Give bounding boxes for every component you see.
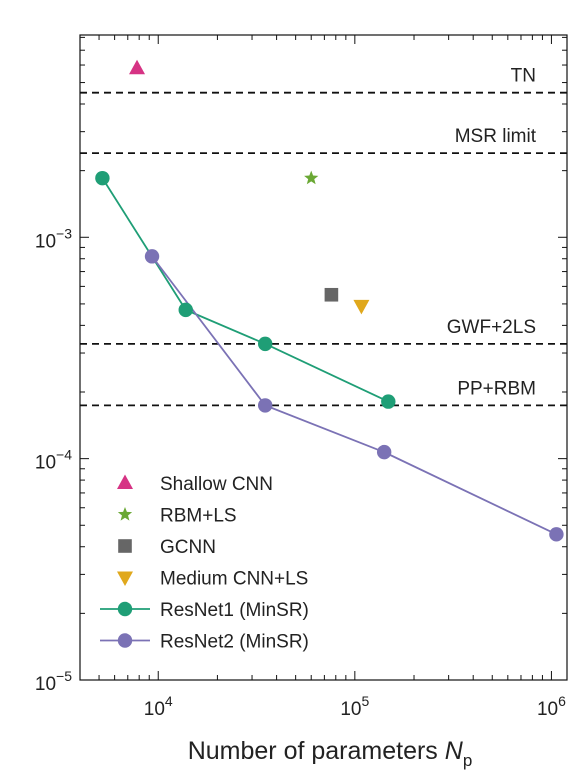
legend-marker	[118, 539, 132, 553]
legend-label: ResNet2 (MinSR)	[160, 632, 309, 653]
reference-line-label: GWF+2LS	[447, 317, 536, 338]
reference-line-label: MSR limit	[455, 126, 537, 147]
series-lines	[101, 177, 557, 536]
data-point	[95, 170, 110, 186]
data-markers	[95, 59, 564, 542]
reference-line-label: PP+RBM	[457, 378, 536, 399]
data-point	[353, 299, 370, 315]
legend-label: ResNet1 (MinSR)	[160, 600, 309, 621]
legend-marker	[117, 474, 133, 489]
legend-marker	[117, 601, 133, 617]
axes: 104 105 106 10−3 10−4 10−5	[35, 34, 568, 720]
y-tick-label: 10−3	[35, 225, 72, 252]
legend: Shallow CNN RBM+LS GCNN Medium CNN+LS ResNet…	[100, 474, 309, 653]
legend-label: Shallow CNN	[160, 474, 273, 495]
plot-frame	[79, 34, 568, 681]
data-point	[129, 59, 146, 75]
data-point	[381, 394, 396, 409]
legend-label: Medium CNN+LS	[160, 569, 308, 590]
reference-lines: TN MSR limit GWF+2LS PP+RBM	[80, 66, 567, 407]
x-axis-title: Number of parameters Np	[188, 737, 473, 770]
series-line	[101, 177, 389, 403]
y-tick-label: 10−5	[35, 668, 72, 695]
x-axis-title-subscript: p	[463, 751, 472, 770]
data-point	[144, 249, 160, 264]
y-tick-label: 10−4	[35, 447, 72, 474]
data-point	[376, 444, 392, 460]
data-point	[178, 302, 193, 318]
series-line	[151, 255, 557, 536]
x-tick-label: 106	[537, 693, 566, 720]
x-tick-label: 105	[340, 693, 369, 720]
legend-marker	[117, 571, 133, 586]
reference-line-label: TN	[511, 66, 536, 87]
data-point	[549, 527, 564, 542]
legend-label: RBM+LS	[160, 506, 237, 527]
x-axis-title-text: Number of parameters	[188, 737, 438, 765]
data-point	[304, 170, 319, 185]
data-point	[257, 336, 273, 352]
legend-marker	[117, 633, 133, 648]
legend-label: GCNN	[160, 537, 216, 558]
data-point	[324, 287, 339, 302]
x-tick-label: 104	[144, 693, 173, 720]
x-axis-title-symbol: N	[445, 737, 464, 765]
data-point	[257, 398, 273, 413]
legend-marker	[117, 507, 133, 521]
